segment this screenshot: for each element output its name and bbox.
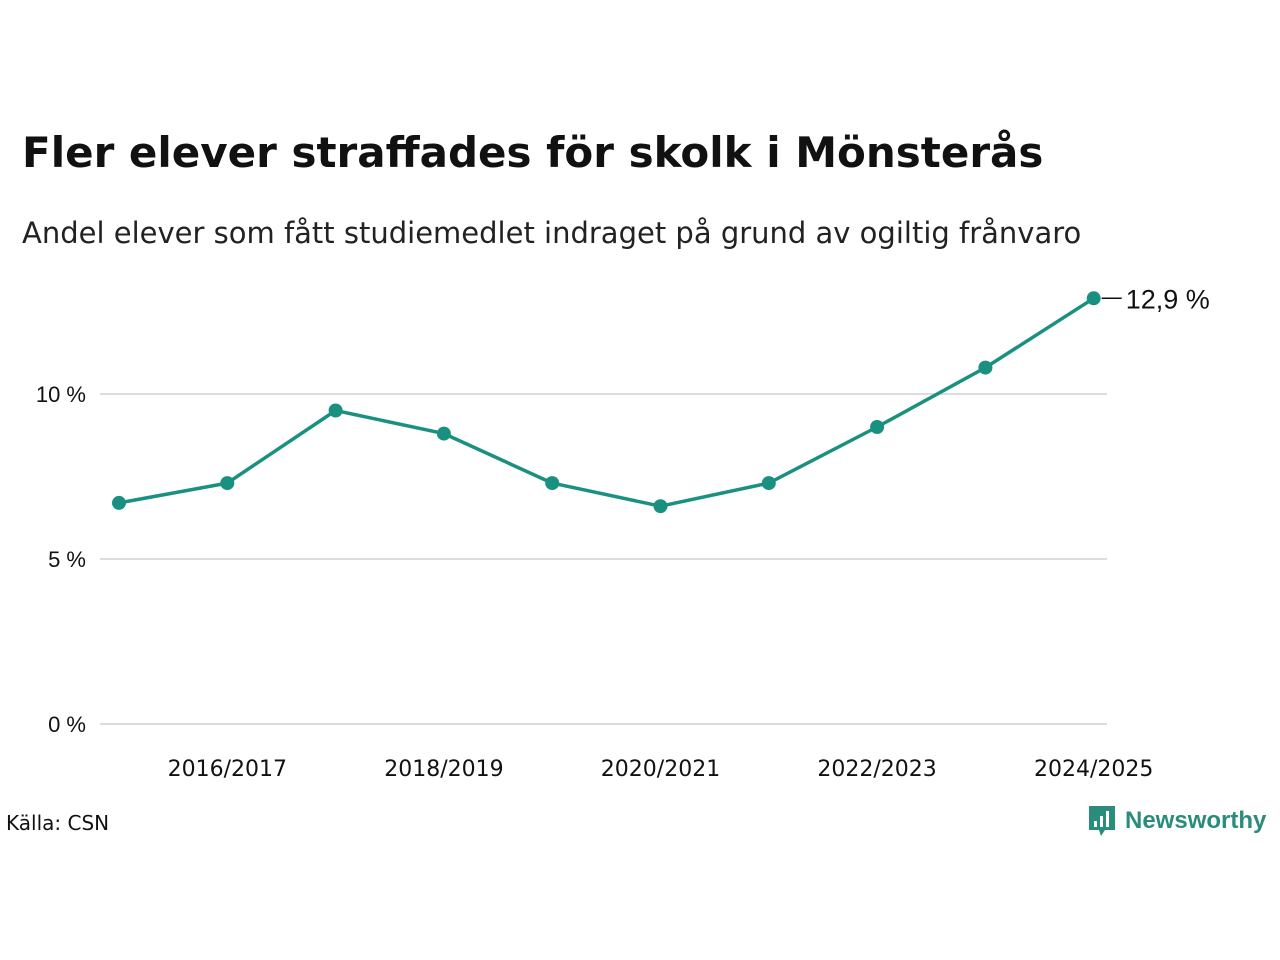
series-line: [118, 296, 1095, 508]
data-point[interactable]: [220, 476, 235, 491]
newsworthy-logo-icon: [1089, 806, 1115, 836]
brand-name: Newsworthy: [1125, 807, 1267, 834]
x-tick-label: 2018/2019: [384, 757, 503, 782]
source-note: Källa: CSN: [6, 811, 110, 835]
data-point[interactable]: [978, 360, 993, 375]
data-point[interactable]: [112, 495, 126, 510]
data-point[interactable]: [870, 420, 885, 434]
chart-title: Fler elever straffades för skolk i Mönst…: [22, 128, 1044, 177]
y-tick-label: 0 %: [48, 712, 86, 737]
data-point[interactable]: [761, 476, 776, 491]
x-tick-label: 2022/2023: [817, 757, 936, 782]
grid-layer: [100, 393, 1107, 725]
x-tick-label: 2016/2017: [168, 757, 287, 782]
x-tick-label: 2024/2025: [1034, 757, 1153, 782]
data-point[interactable]: [436, 426, 451, 441]
data-point[interactable]: [653, 499, 668, 514]
data-point[interactable]: [328, 403, 343, 418]
newsworthy-brand[interactable]: Newsworthy: [1087, 804, 1266, 838]
y-tick-label: 10 %: [36, 382, 86, 407]
y-tick-label: 5 %: [48, 547, 86, 572]
line-chart: 0 %5 %10 % 2016/2017 2018/2019 2020/2021 20…: [36, 284, 1210, 782]
series-layer: 12,9 %: [112, 284, 1210, 514]
x-axis-ticks: 2016/2017 2018/2019 2020/2021 2022/2023 2024…: [168, 757, 1154, 782]
end-value-label: 12,9 %: [1126, 284, 1210, 314]
x-tick-label: 2020/2021: [601, 757, 720, 782]
data-point[interactable]: [545, 476, 560, 491]
data-point[interactable]: [1086, 291, 1101, 306]
chart-subtitle: Andel elever som fått studiemedlet indra…: [22, 216, 1082, 250]
y-axis-ticks: 0 % 5 % 10 %: [36, 382, 86, 737]
